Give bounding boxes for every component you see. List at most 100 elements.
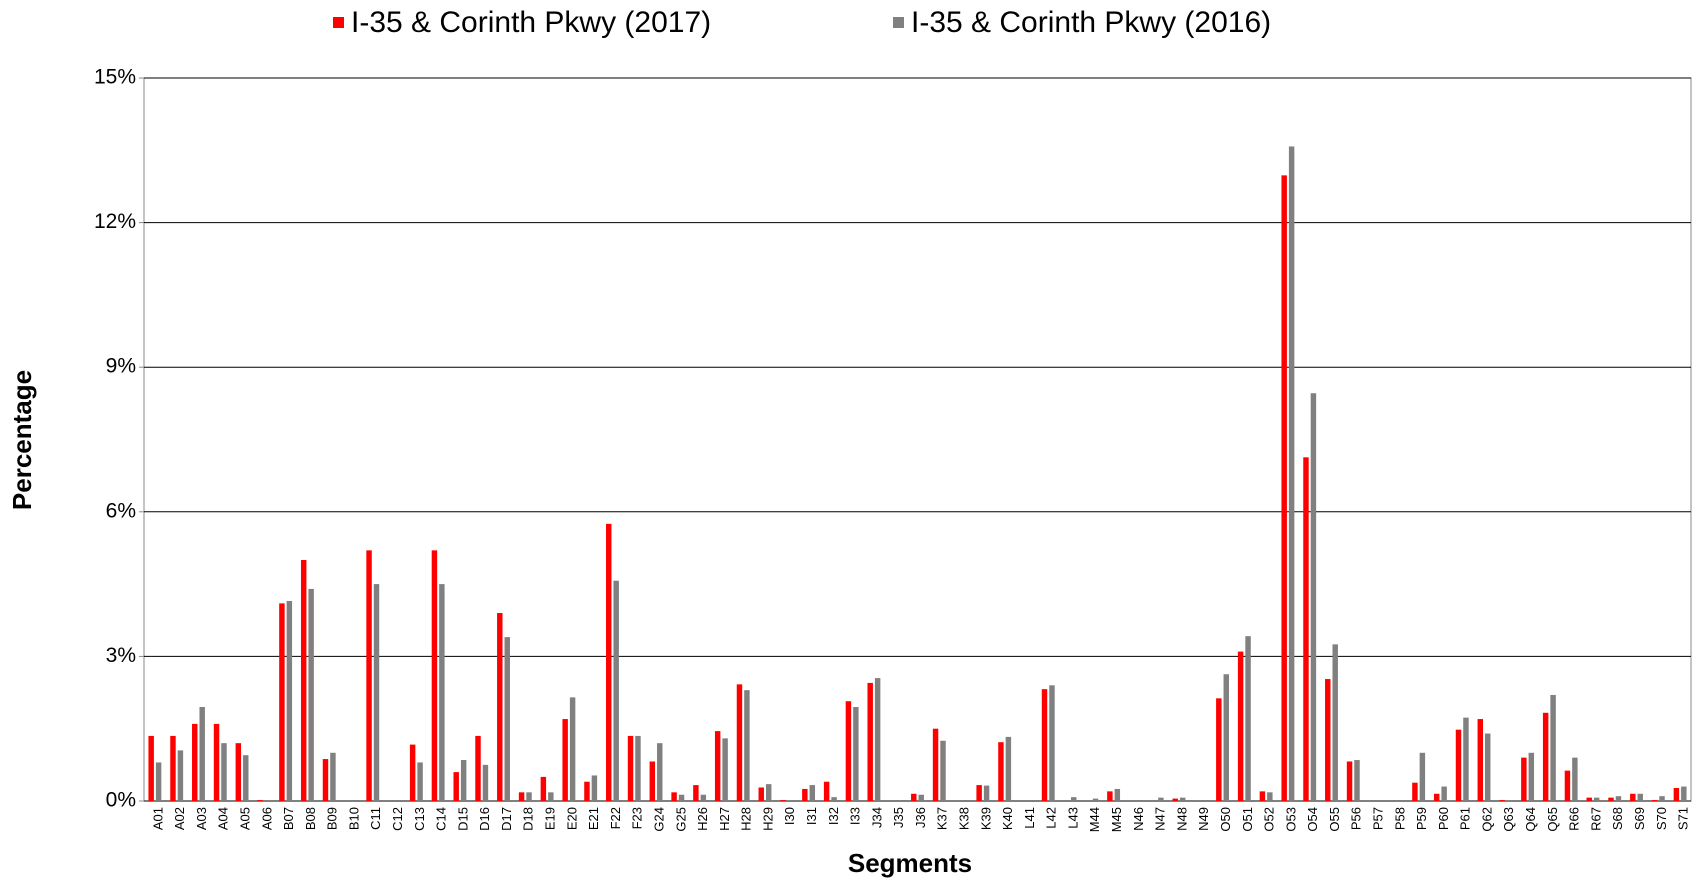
x-tick-label: S68 [1610, 807, 1625, 830]
bar [1303, 457, 1309, 801]
bar [286, 600, 293, 801]
x-tick-label: G24 [651, 807, 666, 832]
x-tick-label: O54 [1305, 807, 1320, 832]
bar [148, 735, 154, 801]
bar [243, 755, 249, 801]
bar [678, 794, 685, 801]
x-tick-label: A06 [259, 807, 274, 830]
bar [431, 550, 438, 801]
bar [1593, 797, 1600, 801]
bar [1245, 636, 1251, 801]
bar [1005, 736, 1012, 801]
bar [1499, 800, 1505, 801]
bar [1049, 685, 1055, 801]
y-tick-label: 6% [106, 499, 136, 522]
bar [192, 723, 198, 801]
bar [649, 761, 656, 801]
bar [221, 743, 227, 801]
x-tick-label: J35 [891, 807, 906, 828]
x-tick-label: L43 [1065, 807, 1080, 829]
bar [1681, 786, 1687, 801]
bar [177, 750, 184, 801]
bar [831, 797, 837, 801]
bar [584, 781, 590, 801]
bar [1441, 786, 1447, 801]
bar [867, 682, 873, 801]
x-tick-label: P58 [1392, 807, 1407, 830]
bar [736, 684, 743, 801]
x-tick-label: I33 [848, 807, 863, 825]
legend-label: I-35 & Corinth Pkwy (2017) [351, 6, 711, 39]
bar [1346, 761, 1353, 801]
bar [199, 707, 205, 801]
bar [1506, 800, 1513, 801]
bar [1521, 757, 1527, 801]
bar [823, 781, 830, 801]
bar [1288, 146, 1295, 802]
x-tick-label: A04 [216, 807, 231, 830]
x-tick-label: B08 [303, 807, 318, 830]
bar [1237, 651, 1244, 801]
x-tick-label: M44 [1087, 807, 1102, 832]
x-tick-label: H27 [717, 807, 732, 831]
bar [330, 752, 336, 801]
y-tick-label: 0% [106, 789, 136, 812]
bar [170, 735, 176, 801]
x-tick-label: O52 [1262, 807, 1277, 832]
x-tick-label: D17 [499, 807, 514, 831]
bar [1216, 698, 1222, 801]
bar [213, 723, 220, 801]
bar [1564, 770, 1571, 801]
bar [765, 784, 772, 801]
bar [1332, 644, 1338, 801]
bar [787, 800, 794, 801]
x-tick-label: C14 [434, 807, 449, 831]
bar [1267, 792, 1273, 801]
bar [497, 613, 503, 801]
bar [1608, 797, 1614, 801]
bar [453, 772, 459, 801]
bar [300, 560, 307, 801]
x-tick-label: P60 [1436, 807, 1451, 830]
x-tick-label: B07 [281, 807, 296, 830]
x-tick-label: Q64 [1523, 807, 1538, 832]
bar [1325, 679, 1331, 801]
y-tick-label: 3% [106, 644, 136, 667]
x-tick-label: J36 [913, 807, 928, 828]
x-tick-label: K38 [957, 807, 972, 830]
bar [744, 690, 750, 801]
x-tick-label: H29 [760, 807, 775, 831]
x-tick-label: O50 [1218, 807, 1233, 832]
x-axis-label: Segments [848, 848, 972, 878]
bar [613, 580, 619, 801]
y-tick-label: 12% [94, 210, 136, 233]
bar [911, 793, 917, 801]
bar [1158, 797, 1164, 801]
bar [700, 794, 707, 801]
bar [439, 584, 445, 801]
bar [155, 762, 162, 801]
x-tick-label: K39 [978, 807, 993, 830]
bar [1659, 796, 1665, 801]
bar [591, 775, 598, 801]
x-tick-label: I31 [804, 807, 819, 825]
bar [235, 743, 242, 801]
bar [1542, 712, 1549, 801]
bar [1651, 800, 1658, 801]
bar [1179, 797, 1186, 801]
bar [264, 800, 271, 801]
legend-swatch [893, 17, 904, 28]
bar [802, 788, 808, 801]
bar [606, 523, 612, 801]
x-tick-label: D16 [477, 807, 492, 831]
x-tick-label: A03 [194, 807, 209, 830]
bar [1485, 733, 1491, 801]
x-tick-label: R66 [1567, 807, 1582, 831]
bar [373, 584, 380, 801]
bar [1041, 689, 1048, 801]
x-tick-label: P59 [1414, 807, 1429, 830]
bar [1071, 797, 1077, 801]
bar [1528, 752, 1535, 801]
bar [417, 762, 423, 801]
